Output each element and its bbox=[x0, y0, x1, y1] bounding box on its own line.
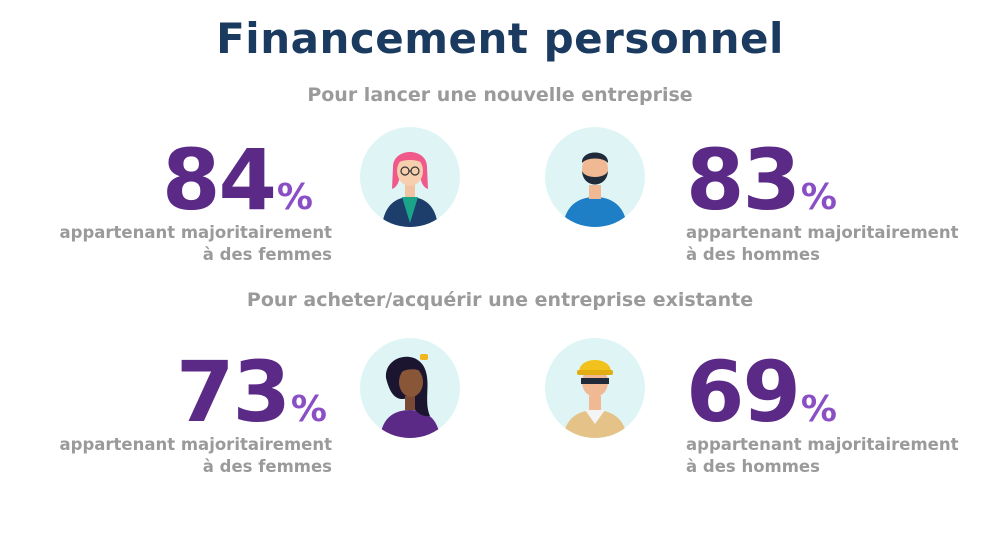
stat-women-new-business: 84% bbox=[162, 138, 313, 240]
woman-curly-hair-icon bbox=[360, 338, 460, 438]
caption-men-new-business: appartenant majoritairement à des hommes bbox=[686, 222, 959, 266]
stat-value: 73 bbox=[176, 343, 291, 441]
caption-line-1: appartenant majoritairement bbox=[686, 435, 959, 454]
caption-women-new-business: appartenant majoritairement à des femmes bbox=[60, 222, 333, 266]
stat-unit: % bbox=[290, 389, 327, 430]
stat-men-new-business: 83% bbox=[686, 138, 837, 240]
stat-value: 84 bbox=[162, 131, 277, 229]
section-subtitle-new-business: Pour lancer une nouvelle entreprise bbox=[307, 84, 693, 106]
caption-line-1: appartenant majoritairement bbox=[59, 223, 333, 242]
bearded-man-icon bbox=[545, 127, 645, 227]
section-subtitle-existing-business: Pour acheter/acquérir une entreprise exi… bbox=[246, 289, 754, 311]
caption-line-2: à des femmes bbox=[202, 457, 332, 476]
stat-unit: % bbox=[800, 177, 837, 218]
stat-women-existing-business: 73% bbox=[176, 350, 327, 452]
caption-line-2: à des femmes bbox=[202, 245, 332, 264]
stat-unit: % bbox=[800, 389, 837, 430]
construction-worker-icon bbox=[545, 338, 645, 438]
caption-women-existing-business: appartenant majoritairement à des femmes bbox=[60, 434, 333, 478]
woman-pink-hair-icon bbox=[360, 127, 460, 227]
caption-line-2: à des hommes bbox=[686, 457, 820, 476]
caption-line-2: à des hommes bbox=[686, 245, 820, 264]
stat-value: 69 bbox=[686, 343, 801, 441]
stat-men-existing-business: 69% bbox=[686, 350, 837, 452]
stat-unit: % bbox=[276, 177, 313, 218]
caption-line-1: appartenant majoritairement bbox=[59, 435, 333, 454]
caption-line-1: appartenant majoritairement bbox=[686, 223, 959, 242]
page-title: Financement personnel bbox=[216, 14, 784, 63]
caption-men-existing-business: appartenant majoritairement à des hommes bbox=[686, 434, 959, 478]
stat-value: 83 bbox=[686, 131, 801, 229]
